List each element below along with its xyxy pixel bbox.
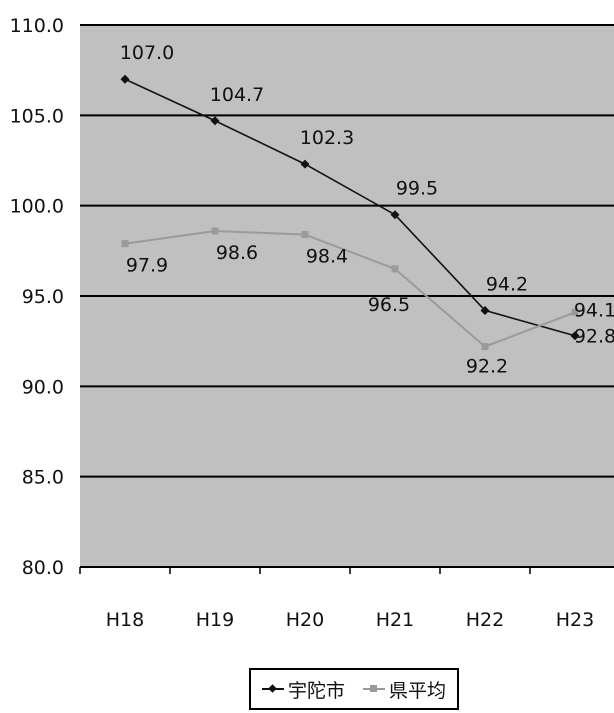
data-point-series2 xyxy=(211,227,219,235)
y-tick-label: 90.0 xyxy=(22,376,64,398)
data-label-series2: 98.4 xyxy=(306,246,348,268)
legend-item-series2: 県平均 xyxy=(363,676,446,703)
x-tick-label: H21 xyxy=(376,609,414,631)
data-point-series2 xyxy=(121,240,129,248)
data-labels: 107.0 104.7 102.3 99.5 94.2 92.8 97.9 98.6 98.4 9… xyxy=(120,42,614,377)
data-point-series1 xyxy=(390,210,400,220)
data-point-series1 xyxy=(300,159,310,169)
data-point-series2 xyxy=(571,308,579,316)
y-tick-label: 95.0 xyxy=(22,286,64,308)
data-label-series2: 98.6 xyxy=(216,242,258,264)
x-tick-label: H18 xyxy=(106,609,144,631)
x-axis-ticks: H18 H19 H20 H21 H22 H23 xyxy=(79,567,594,631)
data-label-series1: 104.7 xyxy=(210,84,264,106)
series-line-1 xyxy=(124,78,576,337)
data-point-series1 xyxy=(210,116,220,126)
y-tick-label: 80.0 xyxy=(22,557,64,579)
legend-label-series2: 県平均 xyxy=(389,679,447,702)
x-tick-label: H23 xyxy=(556,609,594,631)
data-point-series2 xyxy=(481,343,489,351)
series-markers xyxy=(120,74,580,351)
x-tick-label: H22 xyxy=(466,609,504,631)
legend-swatch-series1 xyxy=(261,683,284,695)
y-tick-label: 105.0 xyxy=(10,105,64,127)
data-label-series1: 92.8 xyxy=(574,326,614,348)
legend: 宇陀市 県平均 xyxy=(249,668,459,710)
series-lines xyxy=(124,78,576,348)
series-line-2 xyxy=(124,229,576,348)
data-point-series2 xyxy=(301,231,309,239)
x-tick-label: H19 xyxy=(196,609,234,631)
legend-swatch-series2 xyxy=(363,683,385,695)
data-label-series2: 94.1 xyxy=(574,299,614,321)
data-label-series1: 107.0 xyxy=(120,42,174,64)
y-tick-label: 110.0 xyxy=(10,15,64,37)
data-label-series1: 99.5 xyxy=(396,178,438,200)
y-axis-ticks: 80.0 85.0 90.0 95.0 100.0 105.0 110.0 xyxy=(10,15,64,579)
data-point-series1 xyxy=(480,305,490,315)
data-label-series2: 92.2 xyxy=(466,356,508,378)
legend-label-series1: 宇陀市 xyxy=(287,679,345,702)
data-label-series2: 96.5 xyxy=(368,294,410,316)
data-label-series1: 102.3 xyxy=(300,127,354,149)
y-tick-label: 100.0 xyxy=(10,196,64,218)
x-tick-label: H20 xyxy=(286,609,324,631)
data-label-series1: 94.2 xyxy=(486,273,528,295)
data-point-series1 xyxy=(570,331,580,341)
legend-item-series1: 宇陀市 xyxy=(261,676,345,703)
y-tick-label: 85.0 xyxy=(22,467,64,489)
data-point-series1 xyxy=(120,74,130,84)
data-point-series2 xyxy=(391,265,399,273)
gridlines xyxy=(80,24,614,478)
data-label-series2: 97.9 xyxy=(126,255,168,277)
